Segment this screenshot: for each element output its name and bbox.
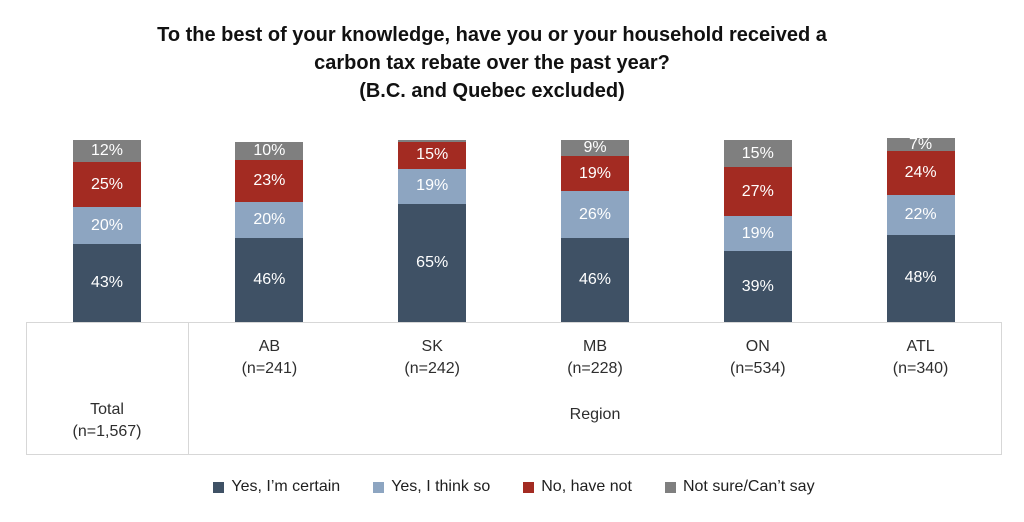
data-label: 20% [90, 216, 124, 234]
data-label: 25% [90, 175, 124, 193]
bar-segment: 20% [73, 207, 141, 244]
data-label: 9% [583, 139, 607, 157]
data-label: 24% [904, 163, 937, 181]
legend: Yes, I’m certain Yes, I think so No, have … [26, 474, 1002, 500]
bar-segment: 24% [886, 150, 955, 195]
data-label: 15% [416, 146, 449, 164]
bar-segment: 43% [73, 243, 141, 322]
axis-group-label-region: Region [569, 406, 621, 423]
legend-label: No, have not [541, 478, 632, 495]
category-label-atl: ATL (n=340) [892, 338, 949, 377]
chart-title: To the best of your knowledge, have you … [0, 21, 984, 105]
legend-item: Yes, I’m certain [213, 478, 340, 496]
data-label: 46% [578, 271, 612, 289]
axis-divider-line [188, 322, 189, 455]
category-axis-border [26, 322, 1002, 455]
category-label-sk: SK (n=242) [404, 338, 460, 377]
data-label: 65% [416, 253, 449, 271]
data-label: 26% [578, 205, 612, 223]
chart-title-line-1: To the best of your knowledge, have you … [157, 24, 827, 46]
bar-segment: 15% [398, 141, 467, 170]
chart-title-line-3: (B.C. and Quebec excluded) [359, 80, 625, 102]
bar-segment: 26% [561, 190, 629, 239]
legend-label: Not sure/Can’t say [682, 478, 815, 495]
bar-segment: 27% [723, 167, 792, 217]
bar-segment: 7% [886, 135, 955, 153]
data-label: 48% [904, 269, 937, 287]
bar-segment: 19% [561, 156, 629, 191]
data-label: 10% [253, 141, 286, 159]
category-label-ab: AB (n=241) [241, 338, 298, 377]
bar-segment: 48% [886, 234, 955, 322]
bar-segment: 65% [398, 203, 467, 322]
bar-segment: 10% [235, 141, 304, 160]
bar-segment: 15% [723, 140, 792, 168]
category-label-on: ON (n=534) [729, 338, 786, 377]
bar-segment: 20% [235, 201, 304, 239]
legend-swatch-icon [523, 481, 535, 493]
data-label: 12% [90, 141, 124, 159]
legend-label: Yes, I think so [391, 478, 491, 495]
data-label: 19% [416, 177, 449, 195]
data-label: 15% [741, 144, 774, 162]
category-label-total: Total (n=1,567) [26, 399, 188, 443]
data-label: 43% [90, 273, 124, 291]
data-label: 27% [741, 182, 774, 200]
bar-segment: 23% [235, 160, 304, 202]
bar-segment: 9% [561, 139, 629, 157]
legend-item: Yes, I think so [373, 478, 490, 496]
bar-segment: 25% [73, 161, 141, 208]
category-label-mb: MB (n=228) [567, 338, 623, 377]
bar-segment [398, 140, 467, 142]
chart-title-line-2: carbon tax rebate over the past year? [314, 52, 670, 74]
category-label-total-n: (n=1,567) [72, 423, 142, 440]
bar-segment: 46% [235, 238, 304, 322]
legend-swatch-icon [213, 481, 225, 493]
bar-segment: 12% [73, 140, 141, 162]
data-label: 22% [904, 205, 937, 223]
data-label: 39% [741, 277, 774, 295]
data-label: 19% [578, 164, 612, 182]
data-label: 20% [253, 211, 286, 229]
data-label: 23% [253, 171, 286, 189]
legend-label: Yes, I’m certain [231, 478, 341, 495]
bar-segment: 39% [723, 251, 792, 322]
legend-swatch-icon [664, 481, 676, 493]
bar-segment: 19% [723, 216, 792, 252]
data-label: 46% [253, 271, 286, 289]
legend-item: No, have not [523, 478, 632, 496]
category-label-total-name: Total [90, 401, 124, 418]
bar-segment: 22% [886, 194, 955, 235]
legend-item: Not sure/Can’t say [664, 478, 815, 496]
bar-segment: 19% [398, 169, 467, 204]
bar-segment: 46% [561, 238, 629, 322]
legend-swatch-icon [373, 481, 385, 493]
data-label: 19% [741, 224, 774, 242]
data-label: 7% [909, 135, 933, 153]
